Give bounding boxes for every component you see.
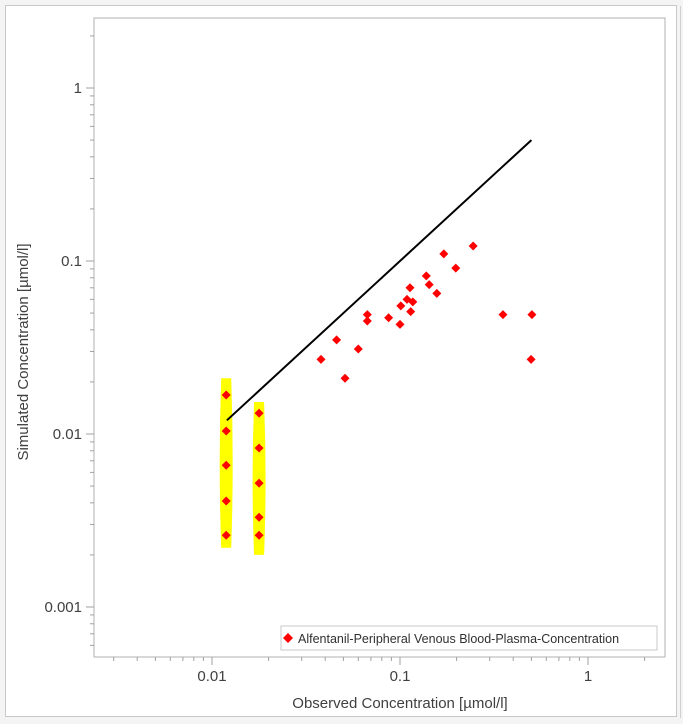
plot-area [93,17,666,658]
data-point-diamond-icon [362,316,372,326]
data-point-diamond-icon [221,496,231,506]
x-tick-label: 0.01 [197,668,226,685]
data-point-diamond-icon [498,310,508,320]
data-point-diamond-icon [254,408,264,418]
data-point-diamond-icon [405,283,415,293]
data-point-diamond-icon [408,297,418,307]
data-point-diamond-icon [353,344,363,354]
data-point-diamond-icon [424,280,434,290]
y-tick-label: 1 [74,80,82,97]
y-tick-label: 0.1 [61,253,82,270]
y-axis-title: Simulated Concentration [µmol/l] [15,243,32,460]
data-point-diamond-icon [362,310,372,320]
legend: Alfentanil-Peripheral Venous Blood-Plasm… [280,625,658,651]
data-point-diamond-icon [254,512,264,522]
data-point-diamond-icon [254,530,264,540]
data-point-diamond-icon [527,310,537,320]
data-point-diamond-icon [221,426,231,436]
data-point-diamond-icon [439,249,449,259]
data-point-diamond-icon [254,478,264,488]
x-axis-title: Observed Concentration [µmol/l] [292,695,507,712]
data-point-diamond-icon [432,288,442,298]
x-tick-label: 0.1 [390,668,411,685]
x-tick-label: 1 [584,668,592,685]
data-point-diamond-icon [221,460,231,470]
data-point-diamond-icon [526,354,536,364]
data-point-diamond-icon [406,307,416,317]
data-point-diamond-icon [221,530,231,540]
legend-box [280,625,658,651]
legend-diamond-icon [283,633,293,643]
data-point-diamond-icon [421,271,431,281]
data-point-diamond-icon [340,373,350,383]
data-point-diamond-icon [221,390,231,400]
y-tick-label: 0.01 [53,426,82,443]
data-point-diamond-icon [384,313,394,323]
data-point-diamond-icon [396,301,406,311]
data-point-diamond-icon [395,319,405,329]
data-point-diamond-icon [254,443,264,453]
scrollbar-strip [680,6,683,718]
data-point-diamond-icon [451,263,461,273]
data-point-diamond-icon [468,241,478,251]
data-point-diamond-icon [316,354,326,364]
legend-label: Alfentanil-Peripheral Venous Blood-Plasm… [298,632,619,646]
data-point-diamond-icon [332,335,342,345]
identity-line [226,139,533,422]
y-tick-label: 0.001 [44,599,82,616]
